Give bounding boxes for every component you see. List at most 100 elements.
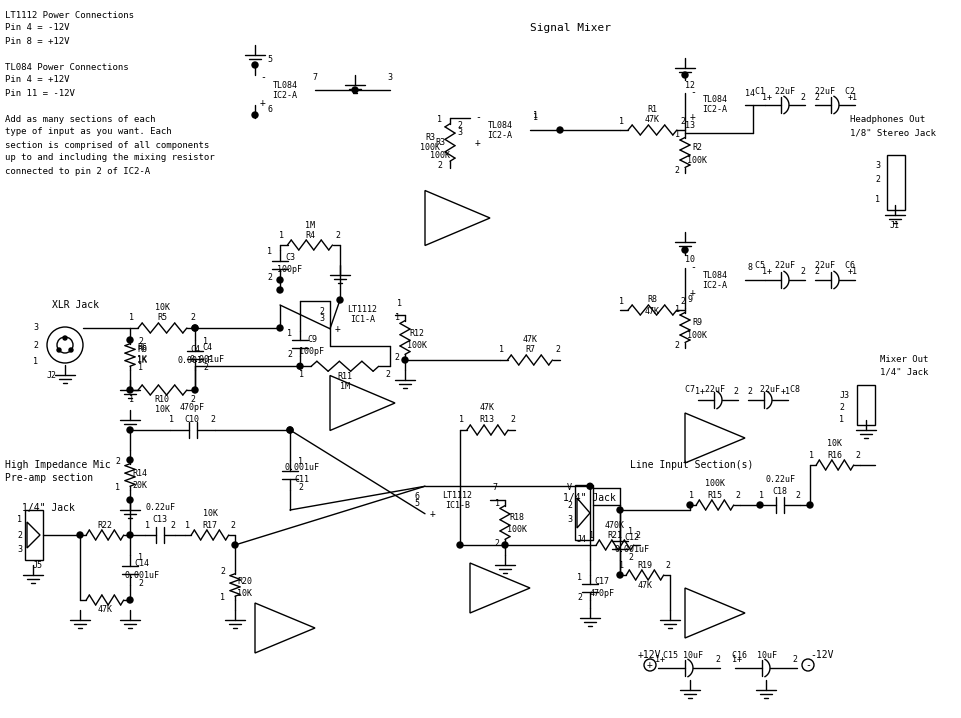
Text: 2: 2 bbox=[680, 297, 685, 307]
Text: 1+: 1+ bbox=[655, 656, 665, 664]
Text: R16: R16 bbox=[827, 450, 843, 460]
Text: 0.001uF: 0.001uF bbox=[189, 355, 225, 365]
Circle shape bbox=[127, 337, 133, 343]
Text: R3: R3 bbox=[435, 138, 445, 147]
Text: 1+: 1+ bbox=[762, 268, 772, 276]
Text: 1: 1 bbox=[395, 314, 400, 322]
Text: 100K: 100K bbox=[705, 478, 725, 488]
Text: 3: 3 bbox=[457, 128, 462, 137]
Text: C10: C10 bbox=[185, 416, 200, 424]
Text: 2: 2 bbox=[138, 337, 143, 347]
Text: Add as many sections of each: Add as many sections of each bbox=[5, 114, 156, 123]
Text: Pin 4 = -12V: Pin 4 = -12V bbox=[5, 24, 69, 32]
Text: 1: 1 bbox=[203, 337, 208, 347]
Text: R7: R7 bbox=[525, 345, 535, 355]
Circle shape bbox=[69, 348, 73, 352]
Text: 1: 1 bbox=[577, 572, 582, 582]
Text: 2: 2 bbox=[298, 483, 303, 493]
Text: 470pF: 470pF bbox=[589, 589, 614, 599]
Text: 1: 1 bbox=[33, 358, 38, 366]
Text: 10K: 10K bbox=[237, 589, 253, 599]
Circle shape bbox=[192, 387, 198, 393]
Text: IC2-A: IC2-A bbox=[702, 281, 727, 289]
Circle shape bbox=[687, 502, 693, 508]
Text: 2: 2 bbox=[748, 388, 752, 396]
Text: 1M: 1M bbox=[305, 220, 315, 230]
Text: 1: 1 bbox=[675, 305, 679, 314]
Text: R5: R5 bbox=[157, 314, 167, 322]
Text: 1: 1 bbox=[532, 111, 537, 119]
Text: 2: 2 bbox=[680, 118, 685, 126]
Text: +: + bbox=[647, 660, 653, 670]
Circle shape bbox=[252, 112, 258, 118]
Text: 1: 1 bbox=[298, 457, 303, 467]
Text: -: - bbox=[335, 297, 341, 307]
Text: 2: 2 bbox=[555, 345, 560, 355]
Circle shape bbox=[127, 497, 133, 503]
Text: 3: 3 bbox=[875, 161, 880, 169]
Text: 2: 2 bbox=[385, 370, 390, 379]
Text: 2: 2 bbox=[190, 314, 195, 322]
Text: +1: +1 bbox=[848, 268, 858, 276]
Text: 470K: 470K bbox=[605, 521, 625, 529]
Text: 2: 2 bbox=[801, 268, 805, 276]
Text: XLR Jack: XLR Jack bbox=[52, 300, 99, 310]
Text: 2: 2 bbox=[675, 341, 679, 350]
Text: 2: 2 bbox=[635, 531, 640, 539]
Text: C16  10uF: C16 10uF bbox=[732, 651, 777, 660]
Text: 2: 2 bbox=[666, 561, 671, 569]
Text: 2: 2 bbox=[577, 594, 582, 602]
Text: 10K: 10K bbox=[827, 439, 843, 447]
Text: 47K: 47K bbox=[637, 580, 653, 589]
Text: 10K: 10K bbox=[155, 406, 169, 414]
Circle shape bbox=[232, 542, 238, 548]
Text: R1: R1 bbox=[647, 106, 657, 114]
Text: Pin 4 = +12V: Pin 4 = +12V bbox=[5, 75, 69, 85]
Text: C12: C12 bbox=[625, 533, 639, 543]
Text: 2: 2 bbox=[796, 490, 801, 500]
Text: R3
100K: R3 100K bbox=[420, 133, 440, 152]
Text: -: - bbox=[690, 88, 696, 98]
Text: R19: R19 bbox=[637, 561, 653, 569]
Text: 13: 13 bbox=[685, 121, 695, 129]
Text: TL084: TL084 bbox=[702, 95, 727, 105]
Text: 1: 1 bbox=[437, 115, 442, 124]
Text: 1: 1 bbox=[675, 130, 679, 139]
Text: C17: C17 bbox=[595, 577, 609, 587]
Text: Signal Mixer: Signal Mixer bbox=[530, 23, 611, 33]
Text: 2: 2 bbox=[815, 93, 820, 101]
Text: 1: 1 bbox=[130, 314, 135, 322]
Text: 2: 2 bbox=[495, 538, 500, 548]
Text: R22: R22 bbox=[97, 521, 112, 529]
Text: 100K: 100K bbox=[407, 340, 427, 350]
Text: R20: R20 bbox=[237, 577, 253, 587]
Text: 2: 2 bbox=[335, 230, 340, 240]
Text: LT1112: LT1112 bbox=[442, 490, 473, 500]
Text: 1: 1 bbox=[620, 561, 625, 569]
Text: LT1112: LT1112 bbox=[348, 305, 378, 314]
Text: connected to pin 2 of IC2-A: connected to pin 2 of IC2-A bbox=[5, 167, 150, 175]
Text: C4: C4 bbox=[202, 343, 212, 353]
Text: +12V: +12V bbox=[638, 650, 661, 660]
Text: 1: 1 bbox=[115, 483, 120, 493]
Text: Line Input Section(s): Line Input Section(s) bbox=[630, 460, 753, 470]
Text: 47K: 47K bbox=[97, 605, 112, 615]
Text: 8: 8 bbox=[748, 264, 752, 273]
Text: 2: 2 bbox=[457, 121, 462, 130]
Text: TL084: TL084 bbox=[702, 271, 727, 279]
Circle shape bbox=[617, 507, 623, 513]
Text: 1+: 1+ bbox=[695, 388, 705, 396]
Text: C14: C14 bbox=[135, 559, 150, 567]
Circle shape bbox=[277, 287, 283, 293]
Text: LT1112 Power Connections: LT1112 Power Connections bbox=[5, 11, 134, 19]
Text: 22uF  C2: 22uF C2 bbox=[815, 86, 855, 95]
Text: 22uF  C8: 22uF C8 bbox=[760, 386, 800, 394]
Text: R14: R14 bbox=[133, 469, 147, 477]
Text: 1: 1 bbox=[532, 113, 537, 123]
Text: R6: R6 bbox=[137, 343, 147, 353]
Text: 3: 3 bbox=[567, 516, 572, 525]
Text: 1: 1 bbox=[144, 521, 150, 529]
Bar bbox=[575, 485, 593, 540]
Text: 12: 12 bbox=[685, 80, 695, 90]
Text: 1: 1 bbox=[689, 490, 695, 500]
